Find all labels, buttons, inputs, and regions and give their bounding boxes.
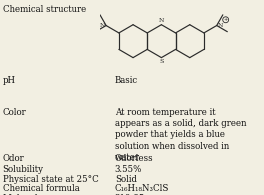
Text: N: N (100, 23, 105, 28)
Text: Chemical structure: Chemical structure (3, 5, 86, 14)
Text: Odorless: Odorless (115, 154, 153, 163)
Text: Molecular mass
(g/mol): Molecular mass (g/mol) (3, 194, 71, 195)
Text: +: + (224, 17, 228, 22)
Text: Physical state at 25°C: Physical state at 25°C (3, 175, 98, 183)
Text: Chemical formula: Chemical formula (3, 184, 79, 193)
Text: S: S (159, 59, 164, 64)
Text: Solubility: Solubility (3, 165, 44, 174)
Text: 3.55%: 3.55% (115, 165, 142, 174)
Text: pH: pH (3, 76, 16, 85)
Text: Solid: Solid (115, 175, 137, 183)
Text: Color: Color (3, 108, 26, 117)
Text: Odor: Odor (3, 154, 24, 163)
Text: C₁₆H₁₈N₃ClS: C₁₆H₁₈N₃ClS (115, 184, 169, 193)
Text: N: N (218, 23, 223, 28)
Text: N: N (159, 18, 164, 23)
Text: At room temperature it
appears as a solid, dark green
powder that yields a blue
: At room temperature it appears as a soli… (115, 108, 246, 162)
Text: Basic: Basic (115, 76, 138, 85)
Text: 319.85: 319.85 (115, 194, 145, 195)
